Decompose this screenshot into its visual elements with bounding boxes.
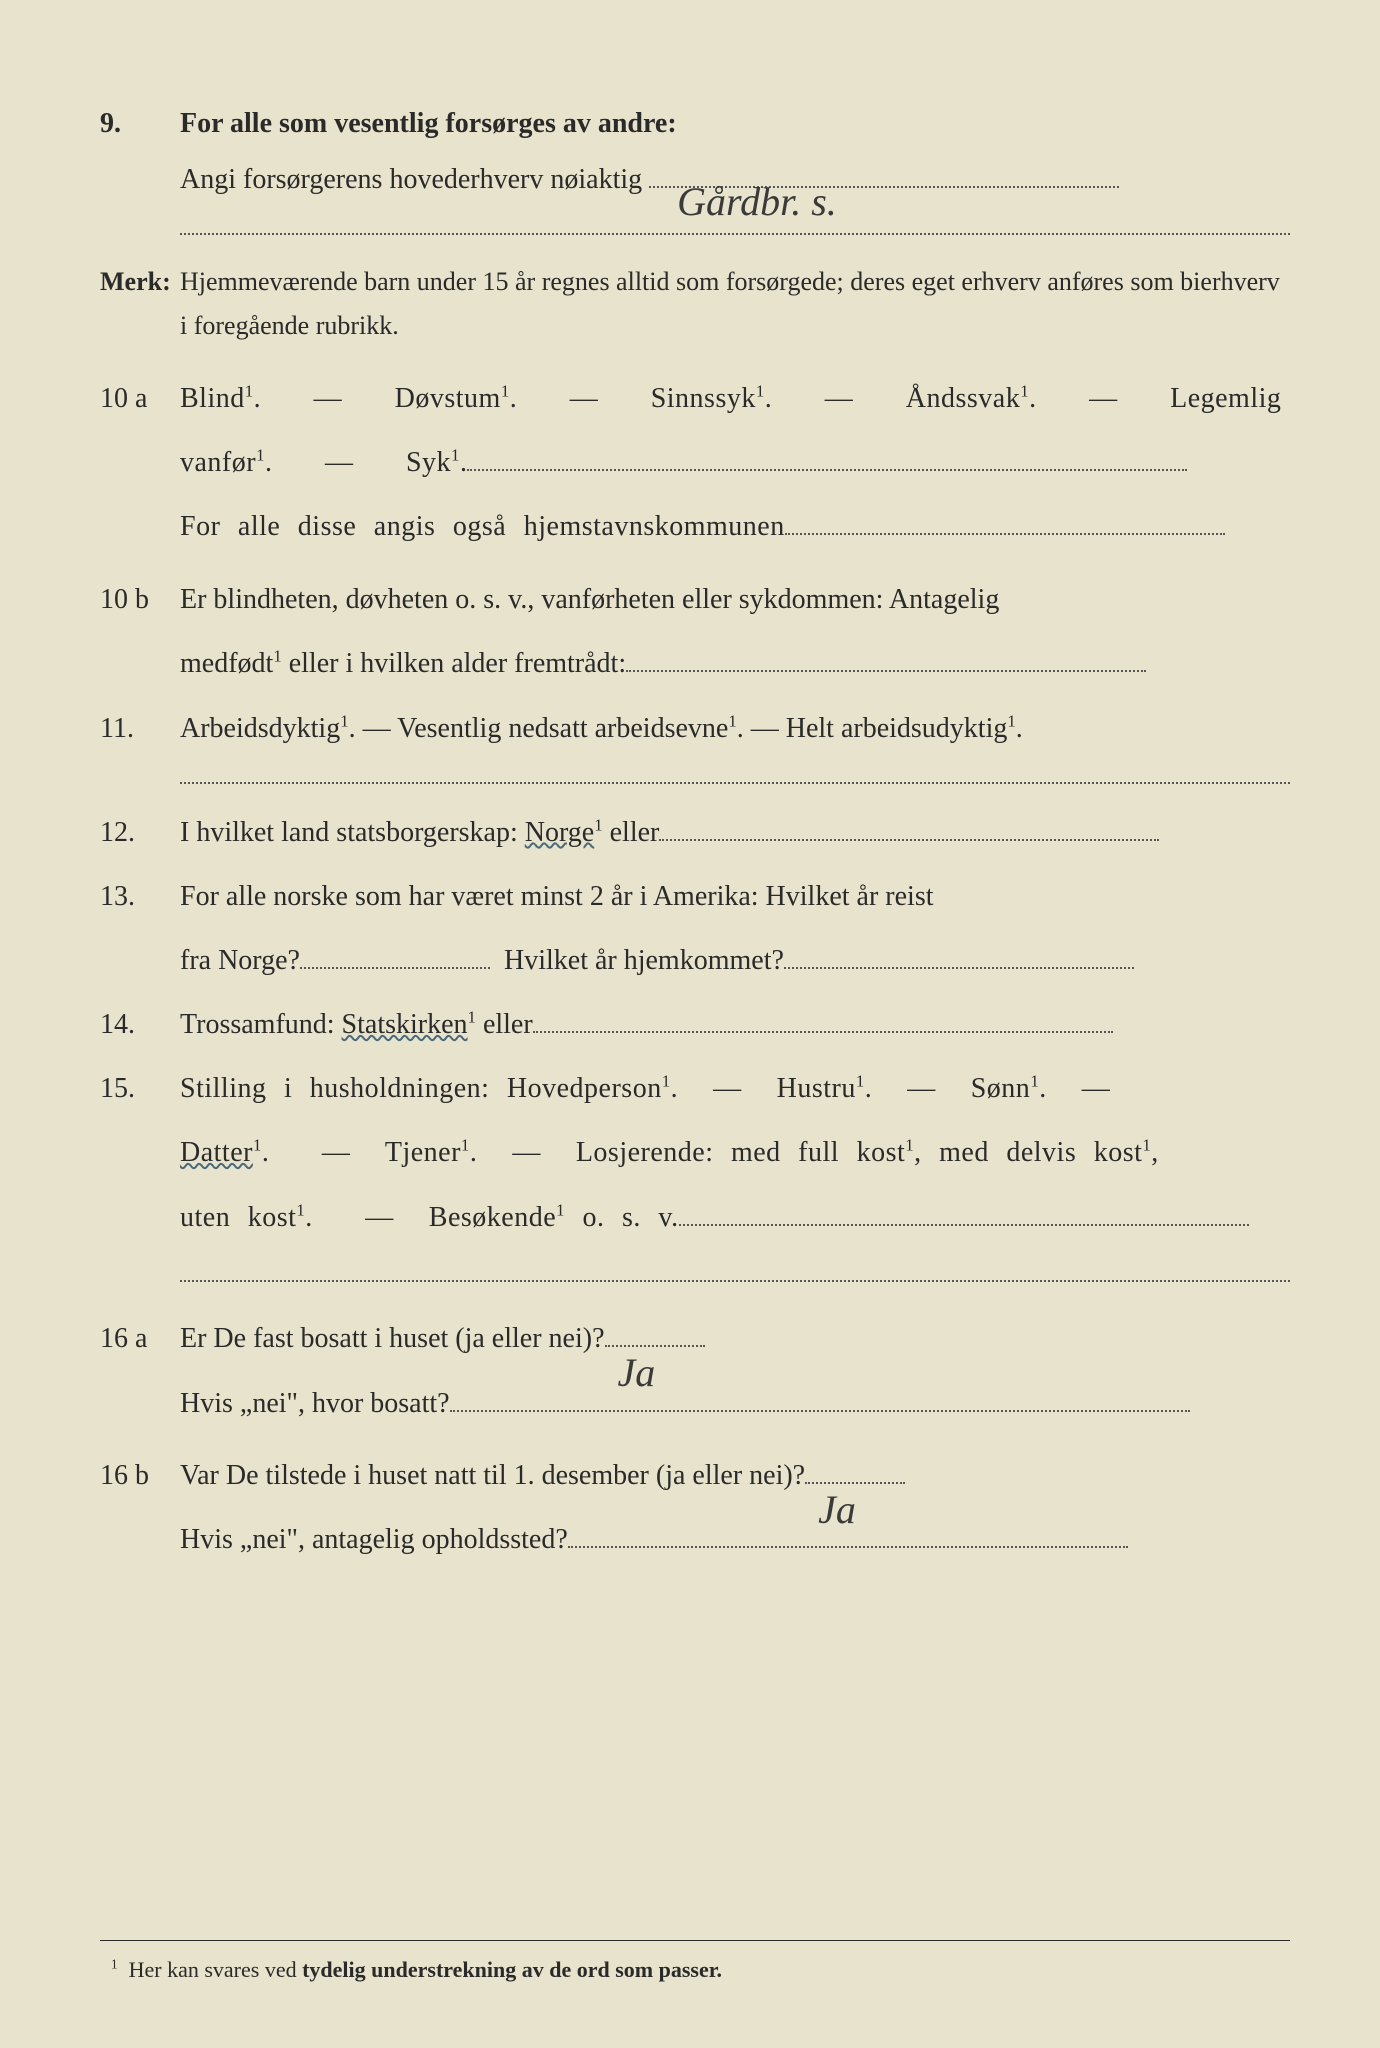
q16a-num: 16 a bbox=[100, 1307, 180, 1436]
q16a-content: Er De fast bosatt i huset (ja eller nei)… bbox=[180, 1307, 1290, 1436]
q16b-content: Var De tilstede i huset natt til 1. dese… bbox=[180, 1444, 1290, 1573]
q9-row2: Angi forsørgerens hovederhverv nøiaktig … bbox=[100, 156, 1290, 204]
q10a-row: 10 a Blind1. — Døvstum1. — Sinnssyk1. — … bbox=[100, 367, 1290, 560]
q16b-row: 16 b Var De tilstede i huset natt til 1.… bbox=[100, 1444, 1290, 1573]
q9-row: 9. For alle som vesentlig forsørges av a… bbox=[100, 100, 1290, 148]
q16a-hand: Ja bbox=[610, 1327, 664, 1419]
q9-line2-pre: Angi forsørgerens hovederhverv nøiaktig bbox=[180, 164, 642, 195]
q12-row: 12. I hvilket land statsborgerskap: Norg… bbox=[100, 809, 1290, 857]
q11-content: Arbeidsdyktig1. — Vesentlig nedsatt arbe… bbox=[180, 705, 1290, 753]
footnote-pre: Her kan svares ved bbox=[129, 1957, 303, 1982]
q16b-num: 16 b bbox=[100, 1444, 180, 1573]
footnote-marker: 1 bbox=[111, 1956, 118, 1971]
q10b-num: 10 b bbox=[100, 568, 180, 697]
divider-3 bbox=[180, 1280, 1290, 1282]
q10a-content: Blind1. — Døvstum1. — Sinnssyk1. — Åndss… bbox=[180, 367, 1290, 560]
footnote-bold: tydelig understrekning av de ord som pas… bbox=[302, 1957, 722, 1982]
footnote: 1 Her kan svares ved tydelig understrekn… bbox=[100, 1940, 1290, 1988]
q14-row: 14. Trossamfund: Statskirken1 eller bbox=[100, 1001, 1290, 1049]
q9-num: 9. bbox=[100, 100, 180, 148]
q15-underlined: Datter bbox=[180, 1137, 253, 1168]
divider-2 bbox=[180, 782, 1290, 784]
merk-label: Merk: bbox=[100, 260, 180, 348]
q10a-num: 10 a bbox=[100, 367, 180, 560]
q12-underlined: Norge bbox=[525, 817, 594, 848]
q10b-content: Er blindheten, døvheten o. s. v., vanfør… bbox=[180, 568, 1290, 697]
q9-content2: Angi forsørgerens hovederhverv nøiaktig … bbox=[180, 156, 1290, 204]
q11-num: 11. bbox=[100, 705, 180, 753]
q11-row: 11. Arbeidsdyktig1. — Vesentlig nedsatt … bbox=[100, 705, 1290, 753]
merk-text: Hjemmeværende barn under 15 år regnes al… bbox=[180, 260, 1290, 348]
q16a-row: 16 a Er De fast bosatt i huset (ja eller… bbox=[100, 1307, 1290, 1436]
q13-content: For alle norske som har været minst 2 år… bbox=[180, 865, 1290, 994]
census-form-page: 9. For alle som vesentlig forsørges av a… bbox=[0, 0, 1380, 2048]
q16b-hand: Ja bbox=[810, 1464, 864, 1556]
q13-row: 13. For alle norske som har været minst … bbox=[100, 865, 1290, 994]
q9-line1: For alle som vesentlig forsørges av andr… bbox=[180, 100, 1290, 148]
q15-row: 15. Stilling i husholdningen: Hovedperso… bbox=[100, 1057, 1290, 1250]
q15-content: Stilling i husholdningen: Hovedperson1. … bbox=[180, 1057, 1290, 1250]
q14-num: 14. bbox=[100, 1001, 180, 1049]
q15-num: 15. bbox=[100, 1057, 180, 1250]
q9-fill: Gårdbr. s. bbox=[649, 186, 1119, 188]
q12-content: I hvilket land statsborgerskap: Norge1 e… bbox=[180, 809, 1290, 857]
q14-content: Trossamfund: Statskirken1 eller bbox=[180, 1001, 1290, 1049]
merk-row: Merk: Hjemmeværende barn under 15 år reg… bbox=[100, 260, 1290, 348]
q12-num: 12. bbox=[100, 809, 180, 857]
q14-underlined: Statskirken bbox=[342, 1009, 468, 1040]
q13-num: 13. bbox=[100, 865, 180, 994]
q10b-row: 10 b Er blindheten, døvheten o. s. v., v… bbox=[100, 568, 1290, 697]
q9-handwritten: Gårdbr. s. bbox=[669, 168, 845, 236]
